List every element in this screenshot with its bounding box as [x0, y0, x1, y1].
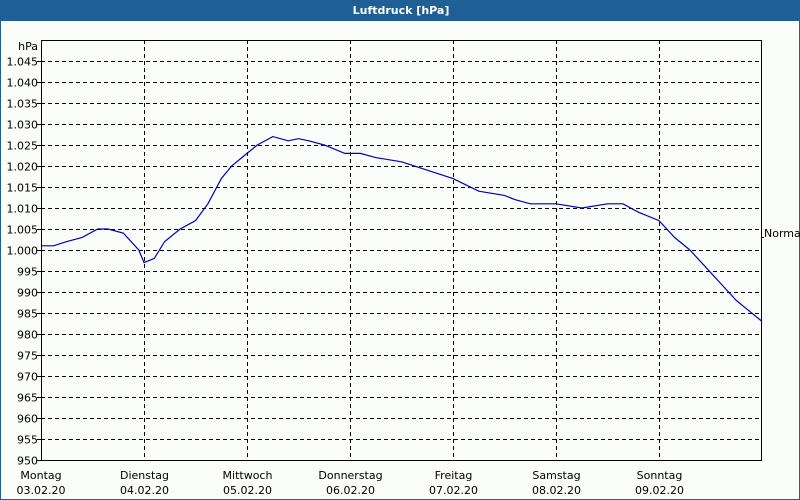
x-tick-day: Dienstag — [120, 469, 169, 482]
y-tick-label: 1.005 — [7, 224, 39, 237]
y-tick-label: 970 — [17, 371, 38, 384]
x-tick-date: 08.02.20 — [532, 484, 581, 497]
y-tick-label: 980 — [17, 329, 38, 342]
y-tick-label: 985 — [17, 308, 38, 321]
y-tick-label: 1.025 — [7, 140, 39, 153]
x-tick-day: Mittwoch — [223, 469, 273, 482]
axes — [37, 40, 764, 461]
y-tick-label: 1.035 — [7, 98, 39, 111]
plot-frame — [41, 40, 762, 461]
x-tick-date: 05.02.20 — [223, 484, 272, 497]
x-tick-day: Sonntag — [637, 469, 683, 482]
pressure-line — [41, 135, 763, 322]
grid-lines — [41, 40, 761, 460]
y-tick-label: 990 — [17, 287, 38, 300]
y-axis-labels: 950 955 960 965 970 975 980 985 990 995 1.000 1.005… — [7, 56, 39, 468]
x-axis-labels: Montag 03.02.20 Dienstag 04.02.20 Mittwoch 05… — [17, 469, 684, 497]
y-tick-label: 1.015 — [7, 182, 39, 195]
x-tick-day: Freitag — [435, 469, 473, 482]
y-tick-label: 955 — [17, 434, 38, 447]
normal-reference-label: Normal — [764, 227, 800, 240]
y-tick-label: 1.010 — [7, 203, 39, 216]
y-tick-label: 950 — [17, 455, 38, 468]
window-title: Luftdruck [hPa] — [1, 0, 800, 21]
y-tick-label: 1.030 — [7, 119, 39, 132]
y-tick-label: 1.045 — [7, 56, 39, 69]
y-tick-label: 1.000 — [7, 245, 39, 258]
y-tick-label: 1.020 — [7, 161, 39, 174]
x-tick-date: 07.02.20 — [429, 484, 478, 497]
x-tick-date: 06.02.20 — [326, 484, 375, 497]
y-axis-unit: hPa — [18, 40, 38, 53]
x-tick-date: 04.02.20 — [120, 484, 169, 497]
x-tick-day: Montag — [20, 469, 61, 482]
x-tick-date: 09.02.20 — [635, 484, 684, 497]
y-tick-label: 965 — [17, 392, 38, 405]
y-tick-label: 975 — [17, 350, 38, 363]
y-tick-label: 960 — [17, 413, 38, 426]
y-tick-label: 1.040 — [7, 77, 39, 90]
x-tick-date: 03.02.20 — [17, 484, 66, 497]
x-tick-day: Donnerstag — [318, 469, 382, 482]
y-tick-label: 995 — [17, 266, 38, 279]
x-tick-day: Samstag — [532, 469, 580, 482]
